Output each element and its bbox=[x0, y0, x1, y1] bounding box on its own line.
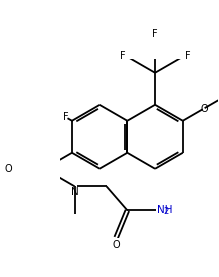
Text: O: O bbox=[4, 164, 12, 174]
Text: O: O bbox=[200, 104, 208, 114]
Text: NH: NH bbox=[157, 205, 172, 215]
Text: O: O bbox=[112, 240, 120, 250]
Text: F: F bbox=[185, 51, 191, 61]
Text: N: N bbox=[71, 187, 78, 197]
Text: F: F bbox=[152, 29, 158, 39]
Text: 2: 2 bbox=[164, 207, 169, 216]
Text: F: F bbox=[63, 112, 69, 122]
Text: F: F bbox=[120, 51, 125, 61]
